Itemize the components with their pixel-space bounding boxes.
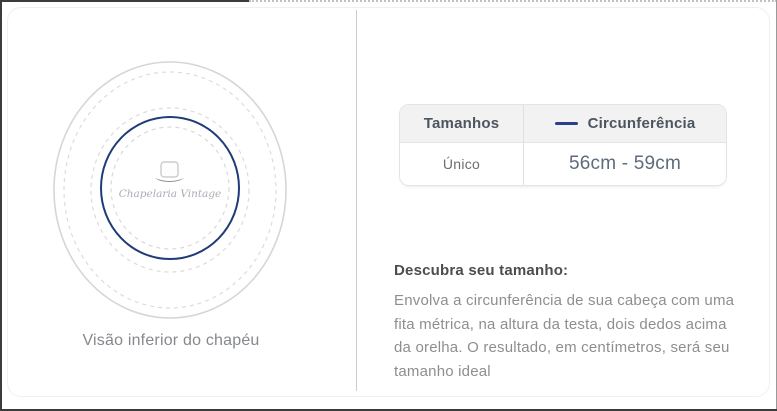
- frame-border-top-right: [249, 0, 777, 2]
- size-column-header-label: Tamanhos: [423, 115, 500, 132]
- guide-body-text: Envolva a circunferência de sua cabeça c…: [394, 292, 735, 380]
- frame-border-top-left: [0, 0, 249, 2]
- crown-inner-dashed-ellipse: [110, 126, 230, 250]
- vertical-divider: [356, 10, 357, 391]
- frame-border-bottom: [0, 409, 777, 411]
- diagram-caption: Visão inferior do chapéu: [82, 332, 260, 349]
- measuring-guide: Descubra seu tamanho: Envolva a circunfe…: [394, 262, 740, 383]
- frame-border-left: [0, 0, 2, 411]
- brim-outer-ellipse: [53, 61, 287, 319]
- hat-bottom-view-diagram: Chapelaria Vintage: [53, 61, 287, 319]
- circumference-column-header-label: Circunferência: [587, 115, 696, 132]
- circumference-line-icon: [554, 122, 578, 125]
- guide-heading: Descubra seu tamanho:: [394, 262, 569, 279]
- circumference-value-cell: 56cm - 59cm: [524, 143, 726, 185]
- size-value-cell: Único: [400, 143, 524, 185]
- top-hat-icon: [155, 161, 184, 182]
- circumference-value: 56cm - 59cm: [568, 153, 681, 174]
- size-table: Tamanhos Circunferência Único 56cm - 59c…: [399, 104, 727, 186]
- size-table-row: Único 56cm - 59cm: [400, 143, 726, 185]
- circumference-circle: [100, 116, 240, 260]
- circumference-column-header: Circunferência: [524, 105, 726, 142]
- size-value: Único: [442, 156, 481, 172]
- crown-outer-dashed-ellipse: [90, 107, 250, 273]
- brand-logo-text: Chapelaria Vintage: [119, 188, 222, 200]
- size-table-header-row: Tamanhos Circunferência: [400, 105, 726, 143]
- size-column-header: Tamanhos: [400, 105, 524, 142]
- inner-card-border: [7, 7, 770, 397]
- brim-stitch-dashed-ellipse: [63, 71, 277, 309]
